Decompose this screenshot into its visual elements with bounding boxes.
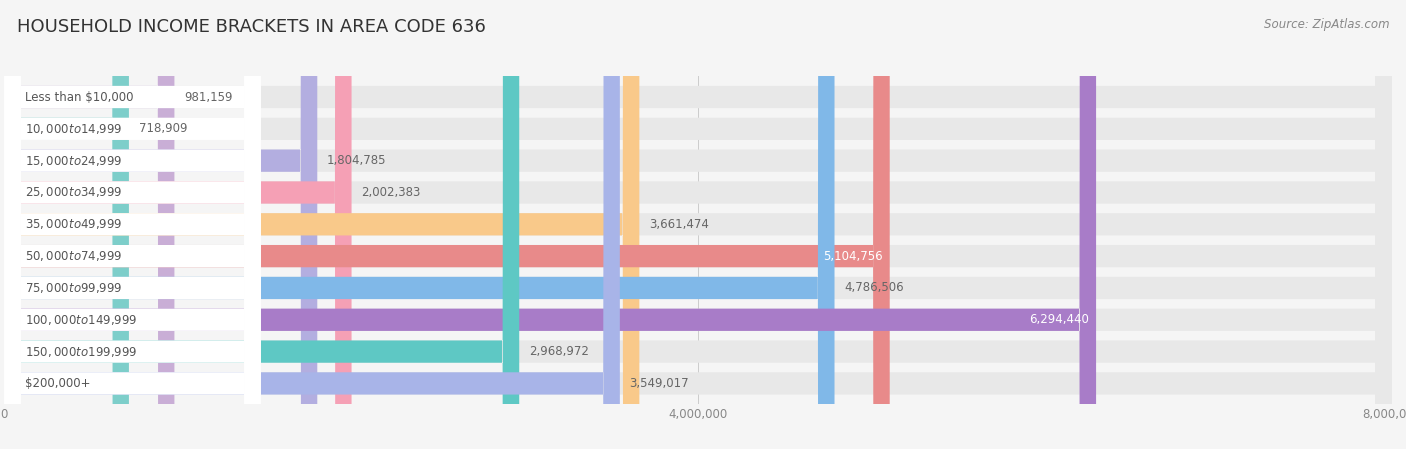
Text: $15,000 to $24,999: $15,000 to $24,999 bbox=[25, 154, 122, 167]
FancyBboxPatch shape bbox=[4, 0, 129, 449]
Text: 5,104,756: 5,104,756 bbox=[823, 250, 883, 263]
Text: 718,909: 718,909 bbox=[139, 122, 187, 135]
FancyBboxPatch shape bbox=[4, 0, 890, 449]
FancyBboxPatch shape bbox=[4, 0, 1392, 449]
FancyBboxPatch shape bbox=[4, 0, 1392, 449]
Text: $10,000 to $14,999: $10,000 to $14,999 bbox=[25, 122, 122, 136]
Text: $150,000 to $199,999: $150,000 to $199,999 bbox=[25, 344, 138, 359]
FancyBboxPatch shape bbox=[4, 0, 1392, 449]
FancyBboxPatch shape bbox=[4, 0, 262, 449]
FancyBboxPatch shape bbox=[4, 0, 262, 449]
FancyBboxPatch shape bbox=[4, 0, 262, 449]
Text: $35,000 to $49,999: $35,000 to $49,999 bbox=[25, 217, 122, 231]
FancyBboxPatch shape bbox=[4, 0, 262, 449]
FancyBboxPatch shape bbox=[4, 0, 318, 449]
Text: $75,000 to $99,999: $75,000 to $99,999 bbox=[25, 281, 122, 295]
Text: 981,159: 981,159 bbox=[184, 91, 232, 104]
FancyBboxPatch shape bbox=[4, 0, 1392, 449]
FancyBboxPatch shape bbox=[4, 0, 262, 449]
FancyBboxPatch shape bbox=[4, 0, 262, 449]
Text: $50,000 to $74,999: $50,000 to $74,999 bbox=[25, 249, 122, 263]
FancyBboxPatch shape bbox=[4, 0, 1392, 449]
FancyBboxPatch shape bbox=[4, 0, 835, 449]
Text: 3,661,474: 3,661,474 bbox=[650, 218, 709, 231]
Text: Less than $10,000: Less than $10,000 bbox=[25, 91, 134, 104]
FancyBboxPatch shape bbox=[4, 0, 262, 449]
FancyBboxPatch shape bbox=[4, 0, 620, 449]
FancyBboxPatch shape bbox=[4, 0, 1392, 449]
FancyBboxPatch shape bbox=[4, 0, 1392, 449]
Text: HOUSEHOLD INCOME BRACKETS IN AREA CODE 636: HOUSEHOLD INCOME BRACKETS IN AREA CODE 6… bbox=[17, 18, 485, 36]
Text: 2,002,383: 2,002,383 bbox=[361, 186, 420, 199]
FancyBboxPatch shape bbox=[4, 0, 352, 449]
FancyBboxPatch shape bbox=[4, 0, 174, 449]
FancyBboxPatch shape bbox=[4, 0, 1097, 449]
Text: 1,804,785: 1,804,785 bbox=[328, 154, 387, 167]
Text: $100,000 to $149,999: $100,000 to $149,999 bbox=[25, 313, 138, 327]
Text: 4,786,506: 4,786,506 bbox=[844, 282, 904, 295]
FancyBboxPatch shape bbox=[4, 0, 262, 449]
FancyBboxPatch shape bbox=[4, 0, 1392, 449]
FancyBboxPatch shape bbox=[4, 0, 262, 449]
FancyBboxPatch shape bbox=[4, 0, 1392, 449]
FancyBboxPatch shape bbox=[4, 0, 640, 449]
Text: $25,000 to $34,999: $25,000 to $34,999 bbox=[25, 185, 122, 199]
FancyBboxPatch shape bbox=[4, 0, 262, 449]
Text: Source: ZipAtlas.com: Source: ZipAtlas.com bbox=[1264, 18, 1389, 31]
Text: 2,968,972: 2,968,972 bbox=[529, 345, 589, 358]
FancyBboxPatch shape bbox=[4, 0, 519, 449]
Text: 6,294,440: 6,294,440 bbox=[1029, 313, 1090, 326]
Text: 3,549,017: 3,549,017 bbox=[630, 377, 689, 390]
FancyBboxPatch shape bbox=[4, 0, 1392, 449]
Text: $200,000+: $200,000+ bbox=[25, 377, 90, 390]
